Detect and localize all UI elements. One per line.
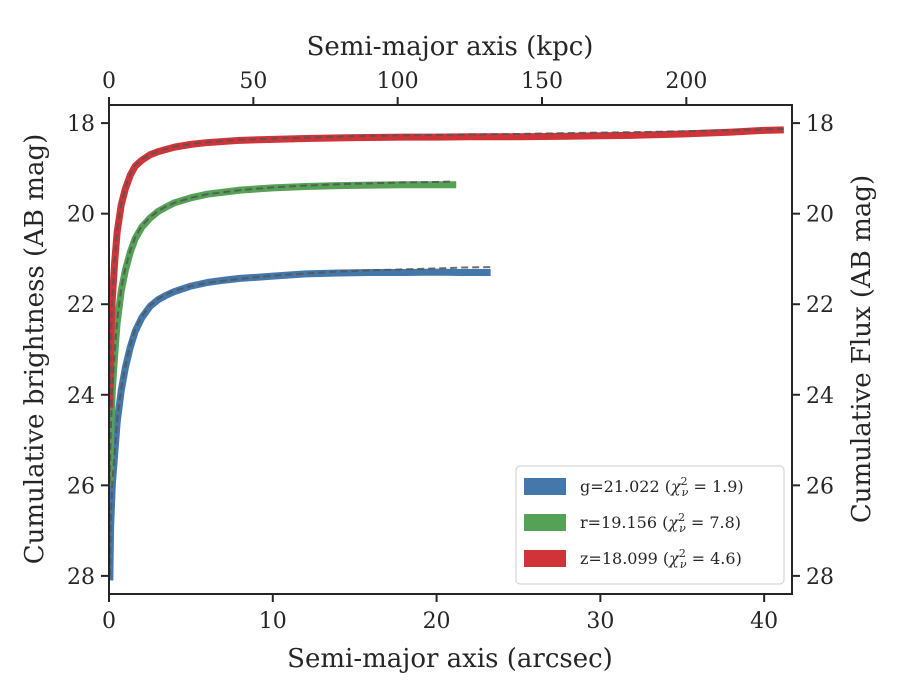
legend-series-name: z=18.099 ( xyxy=(580,549,669,568)
x2-axis-label: Semi-major axis (kpc) xyxy=(307,32,594,62)
y2-tick-label: 24 xyxy=(806,384,834,409)
y-tick-label: 28 xyxy=(67,565,95,590)
legend-series-name: g=21.022 ( xyxy=(580,477,671,496)
legend-chi-superscript: 2 xyxy=(679,547,686,560)
plot-frame xyxy=(108,104,793,595)
legend-chi2-value: = 4.6) xyxy=(687,549,742,568)
y2-tick-label: 26 xyxy=(806,474,834,499)
y2-tick-label: 20 xyxy=(806,203,834,228)
x-tick-label: 30 xyxy=(586,609,614,634)
y2-tick-label: 22 xyxy=(806,293,834,318)
x-tick-label: 0 xyxy=(102,609,116,634)
legend-nu-subscript: ν xyxy=(679,522,686,535)
x2-tick-label: 200 xyxy=(665,69,707,94)
legend-label: g=21.022 (χ2 ν = 1.9) xyxy=(580,475,744,499)
x-axis-label: Semi-major axis (arcsec) xyxy=(287,644,613,674)
y2-tick-label: 28 xyxy=(806,565,834,590)
x2-tick-label: 100 xyxy=(377,69,419,94)
x2-tick-label: 0 xyxy=(102,69,116,94)
legend-nu-subscript: ν xyxy=(682,486,689,499)
y-tick-label: 24 xyxy=(67,384,95,409)
legend-swatch-z xyxy=(524,550,566,567)
x2-tick-label: 150 xyxy=(521,69,563,94)
legend-chi-symbol: χ xyxy=(670,477,682,496)
legend-chi-superscript: 2 xyxy=(678,511,685,524)
model-layer xyxy=(109,128,784,576)
legend-series-name: r=19.156 ( xyxy=(580,513,668,532)
legend-chi-symbol: χ xyxy=(668,549,680,568)
legend-nu-subscript: ν xyxy=(680,558,687,571)
legend-items: g=21.022 (χ2 ν = 1.9)r=19.156 (χ2 ν = 7.8)… xyxy=(524,475,744,571)
legend-swatch-r xyxy=(524,514,566,531)
y-axis-label: Cumulative brightness (AB mag) xyxy=(20,134,50,565)
legend-frame xyxy=(515,465,785,585)
model-fit-line-r xyxy=(109,180,453,484)
legend-chi-superscript: 2 xyxy=(681,475,688,488)
model-fit-line-z xyxy=(109,128,784,407)
x-tick-label: 40 xyxy=(750,609,778,634)
legend-swatch-g xyxy=(524,478,566,495)
y-tick-label: 26 xyxy=(67,474,95,499)
legend-chi-symbol: χ xyxy=(667,513,679,532)
x-tick-label: 10 xyxy=(259,609,287,634)
legend-label: z=18.099 (χ2 ν = 4.6) xyxy=(580,547,742,571)
y-tick-label: 20 xyxy=(67,203,95,228)
y-tick-label: 18 xyxy=(67,112,95,137)
y2-tick-label: 18 xyxy=(806,112,834,137)
legend-label: r=19.156 (χ2 ν = 7.8) xyxy=(580,511,741,535)
y2-axis-label: Cumulative Flux (AB mag) xyxy=(847,175,877,523)
model-fit-line-g xyxy=(109,266,491,576)
legend: g=21.022 (χ2 ν = 1.9)r=19.156 (χ2 ν = 7.8)… xyxy=(515,465,785,585)
y-tick-label: 22 xyxy=(67,293,95,318)
legend-chi2-value: = 1.9) xyxy=(688,477,743,496)
legend-chi2-value: = 7.8) xyxy=(686,513,741,532)
x-tick-label: 20 xyxy=(423,609,451,634)
x2-tick-label: 50 xyxy=(239,69,267,94)
